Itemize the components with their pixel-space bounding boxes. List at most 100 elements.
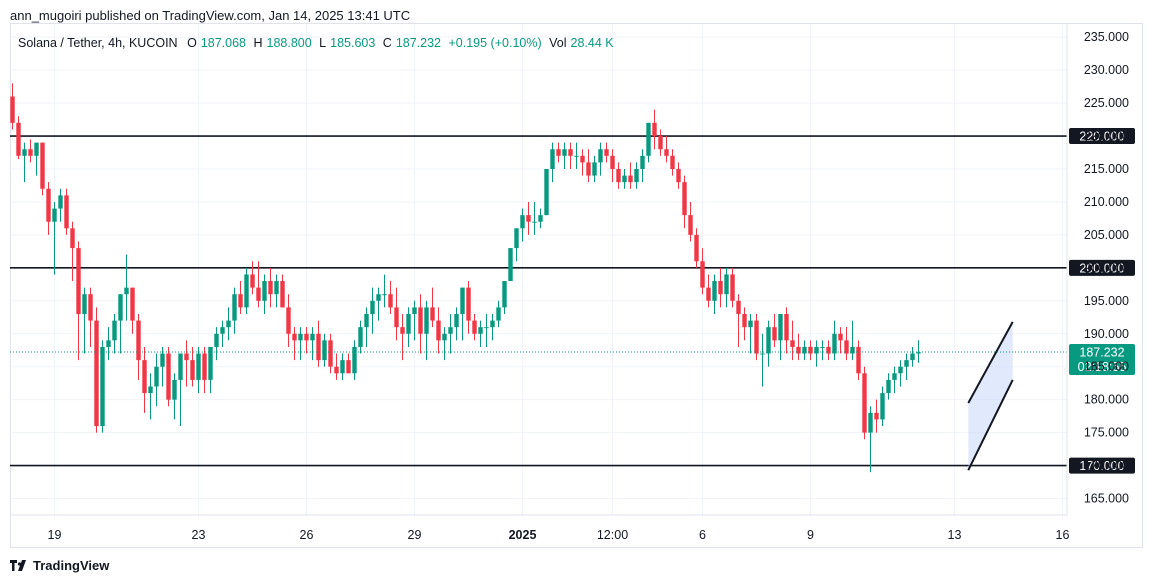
candle-body (436, 320, 441, 341)
y-tick-label: 200.000 (1084, 261, 1129, 275)
x-tick-label: 19 (48, 528, 62, 542)
brand-label: TradingView (33, 558, 110, 573)
candle-body (274, 281, 279, 295)
candle-body (820, 346, 825, 348)
candle-body (688, 215, 693, 235)
candle-body (802, 346, 807, 354)
candle-body (226, 320, 231, 328)
candle-body (748, 320, 753, 328)
candle-body (796, 346, 801, 354)
candle-body (154, 366, 159, 387)
candle-body (892, 373, 897, 380)
candle-body (130, 287, 135, 321)
candle-body (208, 346, 213, 380)
candle-body (766, 327, 771, 354)
channel-lower-line (967, 379, 1014, 471)
x-tick-label: 13 (948, 528, 962, 542)
x-tick-label: 2025 (509, 528, 537, 542)
candle-body (616, 168, 621, 183)
candle-body (202, 353, 207, 380)
candle-body (604, 149, 609, 156)
candle-body (352, 346, 357, 374)
candle-body (292, 333, 297, 341)
candle-body (502, 281, 507, 308)
x-tick-label: 23 (192, 528, 206, 542)
candle-body (526, 215, 531, 222)
candle-body (340, 360, 345, 374)
candle-body (826, 346, 831, 354)
candle-body (556, 149, 561, 156)
candle-body (664, 149, 669, 156)
candle-body (520, 215, 525, 229)
candle-body (148, 386, 153, 394)
candle-body (646, 122, 651, 156)
current-price-label: 187.232 (1079, 346, 1124, 360)
candle-body (508, 248, 513, 282)
candle-body (76, 248, 81, 314)
candle-body (832, 333, 837, 354)
y-tick-label: 170.000 (1084, 459, 1129, 473)
candle-body (46, 188, 51, 222)
candle-body (874, 412, 879, 420)
candle-body (736, 300, 741, 314)
x-tick-label: 29 (408, 528, 422, 542)
channel-fill (968, 321, 1013, 471)
candle-body (328, 340, 333, 367)
candle-body (22, 149, 27, 156)
y-tick-label: 215.000 (1084, 162, 1129, 176)
candles (10, 83, 921, 473)
y-tick-label: 175.000 (1084, 426, 1129, 440)
y-tick-label: 220.000 (1084, 129, 1129, 143)
candle-body (742, 313, 747, 328)
candle-body (70, 228, 75, 249)
candle-body (160, 353, 165, 367)
candle-body (250, 274, 255, 288)
level-badge-label: 200.000 (1079, 261, 1124, 275)
candle-body (466, 287, 471, 321)
candle-body (382, 294, 387, 296)
candle-body (886, 379, 891, 394)
candle-body (40, 142, 45, 189)
candle-body (238, 294, 243, 308)
candle-body (652, 122, 657, 137)
close-value: 187.232 (395, 36, 442, 50)
candle-body (370, 300, 375, 314)
candle-body (454, 313, 459, 328)
candle-body (700, 261, 705, 288)
candle-body (550, 149, 555, 169)
candle-body (346, 360, 351, 374)
horizontal-levels: 220.000 200.000 170.000 (10, 128, 1135, 474)
candle-body (814, 346, 819, 354)
candle-body (712, 281, 717, 301)
candle-body (424, 307, 429, 334)
candle-body (658, 136, 663, 150)
candle-body (172, 379, 177, 400)
candle-body (544, 168, 549, 216)
high-label: H (253, 36, 263, 50)
candle-body (334, 366, 339, 374)
open-value: 187.068 (200, 36, 246, 50)
symbol-label: Solana / Tether, 4h, KUCOIN (18, 36, 178, 50)
candle-body (190, 360, 195, 380)
candle-body (82, 294, 87, 314)
candle-body (214, 333, 219, 347)
candle-body (286, 307, 291, 334)
candle-body (772, 327, 777, 341)
y-tick-label: 165.000 (1084, 492, 1129, 506)
candle-body (850, 346, 855, 354)
candle-body (304, 333, 309, 341)
candle-body (124, 287, 129, 295)
tradingview-brand[interactable]: TradingView (10, 558, 109, 573)
low-value: 185.603 (330, 36, 376, 50)
candle-body (52, 208, 57, 222)
ascending-channel (967, 321, 1014, 471)
candle-body (880, 393, 885, 420)
candle-body (778, 313, 783, 341)
candle-body (376, 294, 381, 301)
close-label: C (382, 36, 392, 50)
level-badge (1069, 128, 1135, 145)
candle-body (448, 327, 453, 334)
candle-body (640, 155, 645, 169)
